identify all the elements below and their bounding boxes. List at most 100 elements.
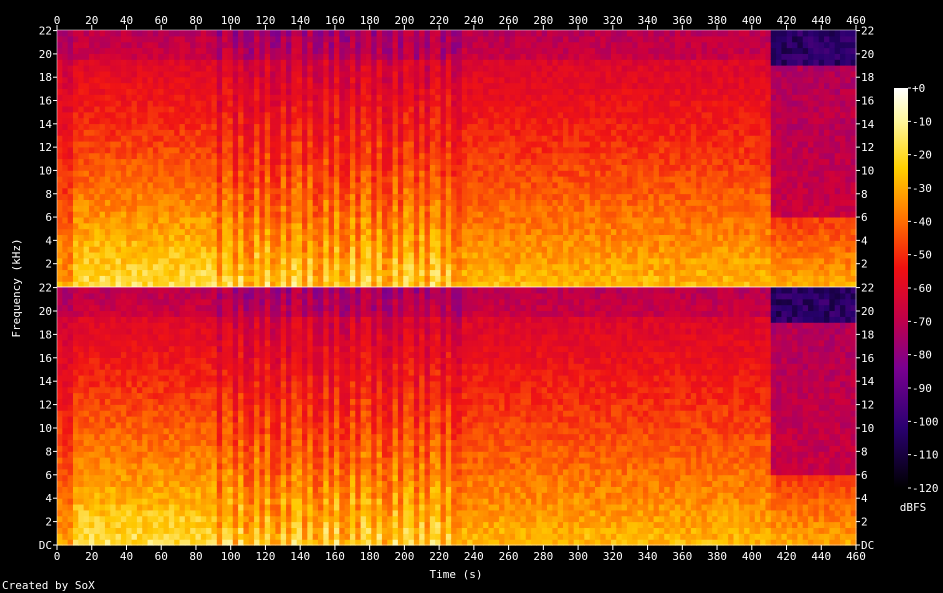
spectrogram-cell — [493, 228, 500, 236]
spectrogram-cell — [429, 158, 436, 165]
spectrogram-cell — [83, 281, 90, 288]
spectrogram-cell — [83, 234, 90, 241]
spectrogram-cell — [312, 269, 319, 276]
spectrogram-cell — [333, 216, 340, 224]
spectrogram-cell — [248, 222, 255, 230]
spectrogram-cell — [461, 240, 468, 247]
spectrogram-cell — [136, 117, 143, 125]
spectrogram-cell — [333, 30, 340, 37]
spectrogram-cell — [296, 70, 303, 78]
spectrogram-cell — [461, 82, 468, 90]
spectrogram-cell — [429, 59, 436, 66]
spectrogram-cell — [270, 269, 276, 276]
spectrogram-cell — [200, 123, 207, 130]
spectrogram-cell — [275, 240, 282, 247]
spectrogram-cell — [584, 70, 591, 78]
spectrogram-cell — [408, 199, 415, 206]
spectrogram-cell — [243, 199, 250, 206]
spectrogram-cell — [280, 199, 287, 206]
spectrogram-cell — [637, 228, 644, 236]
spectrogram-cell — [445, 246, 452, 253]
spectrogram-cell — [584, 251, 591, 259]
spectrogram-cell — [435, 152, 442, 160]
spectrogram-cell — [429, 199, 436, 206]
spectrogram-cell — [291, 53, 298, 60]
spectrogram-cell — [616, 94, 623, 101]
spectrogram-cell — [275, 88, 282, 95]
spectrogram-cell — [99, 187, 106, 195]
spectrogram-cell — [440, 88, 447, 95]
spectrogram-cell — [152, 94, 159, 101]
spectrogram-cell — [62, 181, 69, 189]
spectrogram-cell — [291, 135, 298, 142]
spectrogram-cell — [142, 211, 149, 218]
spectrogram-cell — [57, 70, 63, 78]
spectrogram-cell — [621, 181, 628, 189]
spectrogram-cell — [520, 281, 527, 288]
spectrogram-cell — [291, 59, 298, 66]
spectrogram-cell — [168, 240, 175, 247]
spectrogram-cell — [302, 123, 308, 130]
spectrogram-cell — [174, 263, 181, 271]
spectrogram-cell — [483, 281, 490, 288]
spectrogram-cell — [440, 30, 447, 37]
spectrogram-cell — [275, 181, 282, 189]
spectrogram-cell — [568, 176, 575, 183]
spectrogram-cell — [216, 135, 223, 142]
spectrogram-cell — [238, 269, 245, 276]
spectrogram-cell — [307, 152, 314, 160]
spectrogram-cell — [541, 76, 548, 84]
spectrogram-cell — [78, 199, 85, 206]
spectrogram-cell — [621, 246, 628, 253]
spectrogram-cell — [493, 164, 500, 171]
spectrogram-cell — [296, 82, 303, 90]
spectrogram-cell — [291, 216, 298, 224]
spectrogram-cell — [291, 82, 298, 90]
spectrogram-cell — [600, 30, 607, 37]
spectrogram-cell — [467, 234, 474, 241]
spectrogram-cell — [184, 76, 191, 84]
spectrogram-cell — [312, 35, 319, 43]
spectrogram-cell — [78, 205, 85, 212]
spectrogram-cell — [648, 275, 655, 282]
spectrogram-cell — [419, 164, 426, 171]
spectrogram-cell — [461, 199, 468, 206]
spectrogram-cell — [360, 181, 367, 189]
spectrogram-cell — [424, 59, 431, 66]
spectrogram-cell — [355, 94, 362, 101]
spectrogram-cell — [339, 170, 346, 177]
spectrogram-cell — [88, 146, 95, 154]
spectrogram-cell — [616, 35, 623, 43]
spectrogram-cell — [547, 35, 553, 43]
spectrogram-cell — [126, 281, 133, 288]
spectrogram-cell — [120, 152, 127, 160]
spectrogram-cell — [280, 100, 287, 107]
spectrogram-cell — [648, 216, 655, 224]
spectrogram-cell — [520, 234, 527, 241]
spectrogram-cell — [493, 216, 500, 224]
spectrogram-cell — [435, 129, 442, 136]
spectrogram-cell — [594, 152, 601, 160]
spectrogram-cell — [270, 35, 276, 43]
spectrogram-cell — [142, 123, 149, 130]
spectrogram-cell — [429, 216, 436, 224]
spectrogram-cell — [318, 269, 324, 276]
spectrogram-cell — [57, 53, 63, 60]
spectrogram-cell — [632, 76, 639, 84]
spectrogram-cell — [557, 65, 564, 72]
spectrogram-cell — [365, 88, 372, 95]
spectrogram-cell — [371, 41, 378, 49]
spectrogram-cell — [626, 76, 633, 84]
spectrogram-cell — [600, 187, 607, 195]
spectrogram-cell — [200, 211, 207, 218]
spectrogram-cell — [419, 193, 426, 200]
spectrogram-cell — [573, 211, 580, 218]
spectrogram-cell — [99, 181, 106, 189]
spectrogram-cell — [547, 123, 553, 130]
spectrogram-cell — [291, 246, 298, 253]
spectrogram-cell — [72, 240, 79, 247]
spectrogram-cell — [184, 135, 191, 142]
spectrogram-cell — [461, 123, 468, 130]
spectrogram-cell — [238, 275, 245, 282]
spectrogram-cell — [179, 187, 186, 195]
